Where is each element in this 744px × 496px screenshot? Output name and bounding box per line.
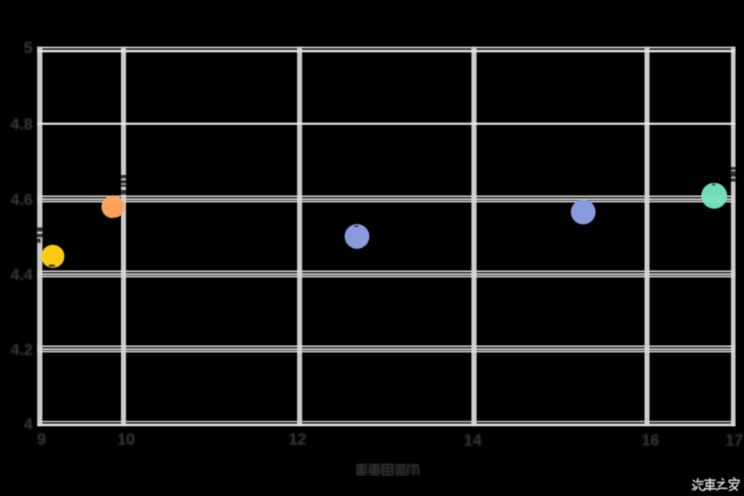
svg-text:4.8: 4.8 — [11, 116, 33, 133]
svg-text:17: 17 — [725, 433, 743, 450]
svg-text:4.4: 4.4 — [11, 267, 33, 284]
svg-text:10: 10 — [117, 432, 135, 449]
svg-text:14: 14 — [464, 433, 482, 450]
svg-text:4.2: 4.2 — [11, 342, 33, 359]
svg-text:5: 5 — [24, 40, 33, 57]
svg-text:4.6: 4.6 — [11, 192, 33, 209]
svg-text:9: 9 — [37, 432, 46, 449]
svg-text:12: 12 — [289, 432, 307, 449]
svg-text:16: 16 — [642, 433, 660, 450]
svg-text:4: 4 — [24, 417, 33, 434]
